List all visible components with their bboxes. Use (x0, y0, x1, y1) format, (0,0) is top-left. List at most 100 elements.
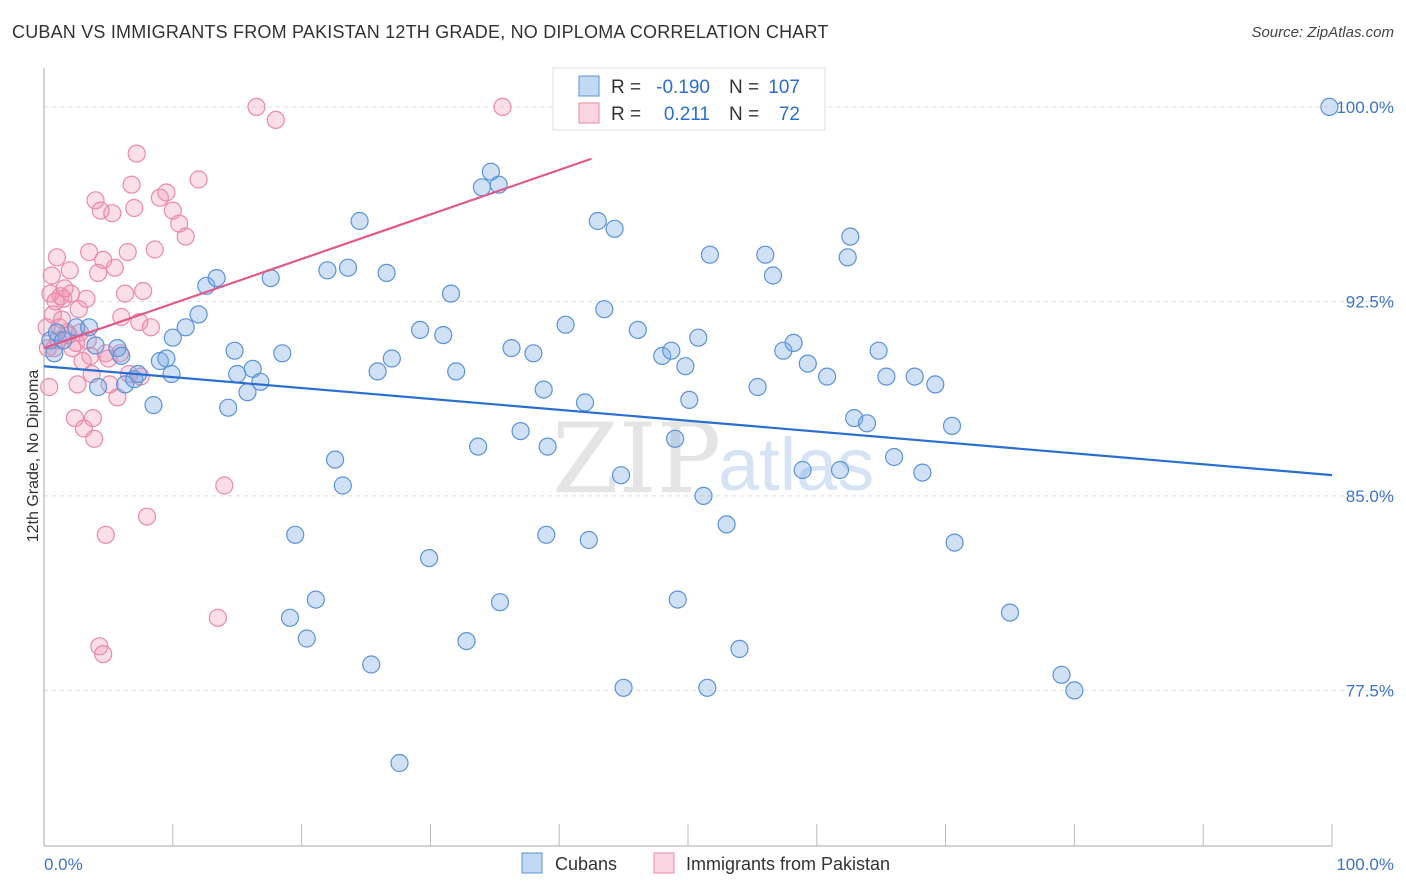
cubans-point (538, 437, 557, 456)
pakistan-point (157, 183, 176, 202)
bottom-legend-swatch-pakistan (653, 852, 675, 874)
cubans-point (86, 336, 105, 355)
cubans-point (857, 414, 877, 433)
cubans-point (228, 364, 247, 384)
cubans-point (382, 349, 401, 368)
pakistan-point (103, 204, 122, 223)
cubans-point (784, 333, 803, 352)
cubans-point (556, 315, 575, 334)
cubans-point (793, 460, 812, 480)
cubans-point (1065, 681, 1084, 700)
cubans-point (628, 320, 647, 339)
cubans-point (534, 380, 553, 399)
pakistan-point (47, 248, 67, 267)
cubans-point (588, 211, 607, 231)
cubans-point (1052, 665, 1071, 684)
legend-r-value-cubans: -0.190 (656, 77, 710, 98)
pakistan-point (134, 281, 153, 301)
cubans-point (614, 678, 633, 697)
cubans-point (176, 318, 195, 337)
cubans-point (841, 227, 860, 246)
pakistan-point (81, 346, 100, 365)
cubans-point (162, 364, 181, 384)
pakistan-point (208, 608, 227, 627)
cubans-point (665, 429, 685, 448)
cubans-point (338, 258, 358, 277)
source-label: Source: ZipAtlas.com (1251, 24, 1394, 41)
bottom-legend-label-pakistan: Immigrants from Pakistan (686, 854, 890, 874)
cubans-point (913, 463, 932, 482)
cubans-point (286, 525, 305, 544)
stats-legend: R = -0.190 N = 107 R = 0.211 N = 72 (552, 67, 826, 131)
pakistan-point (127, 144, 146, 163)
cubans-point (434, 326, 453, 345)
pakistan-point (61, 284, 81, 303)
cubans-point (189, 305, 208, 324)
cubans-point (490, 593, 510, 612)
cubans-point (611, 466, 631, 485)
pakistan-point (215, 476, 234, 495)
pakistan-point (189, 170, 208, 189)
pakistan-point (94, 644, 113, 664)
cubans-point (605, 219, 624, 238)
cubans-point (333, 476, 352, 495)
cubans-point (390, 753, 409, 773)
cubans-point (219, 398, 238, 417)
cubans-point (368, 362, 387, 381)
legend-n-value-cubans: 107 (768, 77, 800, 98)
legend-n-value-pakistan: 72 (779, 104, 800, 125)
cubans-point (689, 328, 708, 347)
cubans-point (280, 608, 300, 627)
cubans-point (698, 678, 717, 697)
watermark: ZIP atlas (552, 403, 874, 515)
y-axis-label: 12th Grade, No Diploma (25, 370, 42, 543)
cubans-point (748, 377, 767, 397)
pakistan-point (65, 409, 85, 428)
cubans-point (511, 422, 530, 441)
legend-swatch-cubans (578, 75, 600, 97)
pakistan-point (96, 525, 115, 544)
y-tick-label: 100.0% (1336, 98, 1394, 117)
x-tick-label-max: 100.0% (1336, 855, 1394, 874)
pakistan-point (69, 300, 88, 319)
cubans-point (877, 367, 896, 386)
pakistan-points (37, 97, 512, 664)
legend-r-label-cubans: R = (611, 77, 641, 98)
cubans-trend-line (43, 365, 1333, 477)
cubans-point (700, 245, 720, 264)
cubans-point (926, 375, 945, 394)
cubans-point (469, 437, 488, 456)
pakistan-point (137, 507, 157, 526)
chart-title: CUBAN VS IMMIGRANTS FROM PAKISTAN 12TH G… (12, 22, 829, 42)
pakistan-point (493, 97, 512, 117)
pakistan-point (79, 243, 99, 262)
pakistan-point (266, 110, 285, 130)
cubans-point (838, 248, 857, 267)
pakistan-point (40, 377, 59, 397)
pakistan-point (176, 227, 195, 246)
cubans-point (447, 362, 466, 381)
cubans-point (756, 245, 775, 264)
cubans-point (676, 357, 695, 376)
cubans-point (905, 367, 924, 386)
cubans-point (1320, 97, 1339, 117)
cubans-point (717, 515, 736, 534)
cubans-point (362, 655, 381, 674)
cubans-point (411, 320, 430, 339)
legend-r-value-pakistan: 0.211 (664, 104, 710, 125)
pakistan-point (91, 201, 110, 220)
cubans-point (207, 269, 226, 288)
cubans-point (306, 590, 325, 609)
pakistan-point (130, 313, 149, 332)
cubans-point (595, 300, 614, 319)
cubans-point (115, 375, 135, 394)
legend-swatch-pakistan (578, 102, 600, 124)
series-legend: Cubans Immigrants from Pakistan (521, 852, 890, 874)
cubans-point (225, 341, 244, 360)
cubans-point (653, 346, 672, 365)
pakistan-point (125, 198, 144, 218)
cubans-point (163, 328, 182, 347)
cubans-point (798, 354, 817, 373)
pakistan-point (122, 175, 141, 194)
